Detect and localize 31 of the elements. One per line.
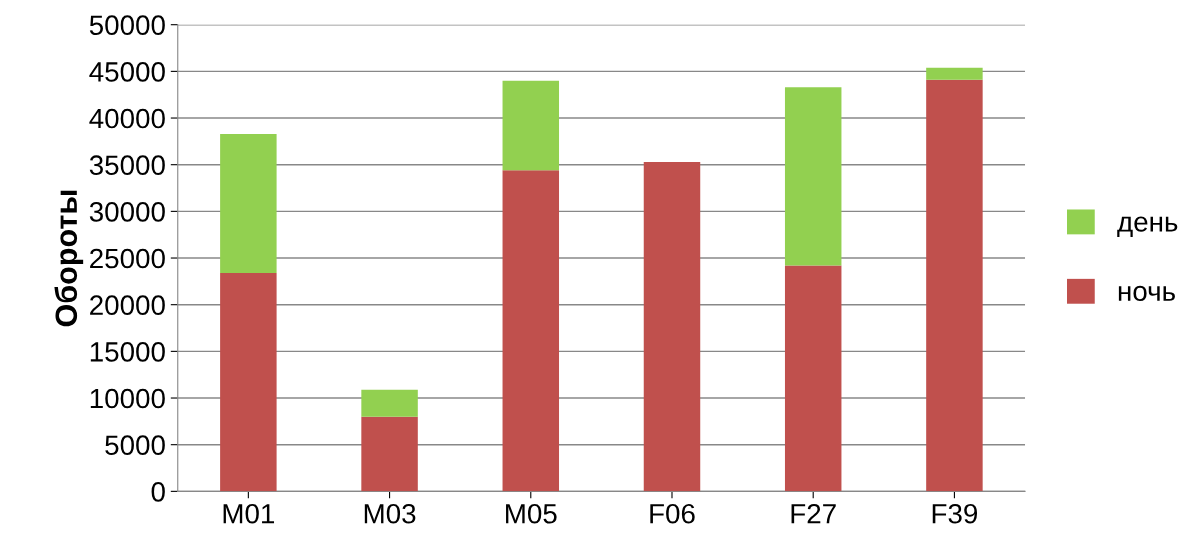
legend-label: день [1117, 216, 1178, 237]
legend-label: ночь [1118, 285, 1175, 302]
x-tick-label: F39 [932, 503, 978, 524]
x-tick-label: F06 [650, 503, 695, 524]
bar [220, 272, 277, 492]
y-tick-label: 35000 [89, 155, 165, 176]
y-tick-label: 25000 [90, 248, 165, 269]
y-axis-title: Обороты [54, 190, 84, 327]
x-tick-label: M01 [223, 503, 275, 524]
bar [926, 79, 983, 492]
bar [361, 416, 418, 492]
y-tick-label: 5000 [105, 435, 165, 456]
bar [643, 161, 701, 492]
bar [784, 87, 842, 266]
y-tick-label: 10000 [90, 388, 165, 409]
y-tick-label: 50000 [89, 15, 165, 36]
y-tick-label: 45000 [89, 62, 165, 82]
x-tick-label: F27 [791, 503, 836, 524]
bar [220, 133, 277, 273]
y-tick-label: 30000 [89, 202, 165, 222]
bar [502, 80, 560, 171]
x-tick-label: M03 [364, 503, 416, 524]
bar [784, 265, 842, 492]
bar [502, 170, 560, 492]
bar [361, 389, 418, 417]
bar [926, 67, 983, 80]
x-tick-label: M05 [506, 503, 557, 524]
y-tick-label: 40000 [89, 108, 165, 129]
y-tick-label: 20000 [90, 295, 165, 316]
y-tick-label: 0 [151, 482, 165, 502]
y-tick-label: 15000 [90, 342, 165, 362]
